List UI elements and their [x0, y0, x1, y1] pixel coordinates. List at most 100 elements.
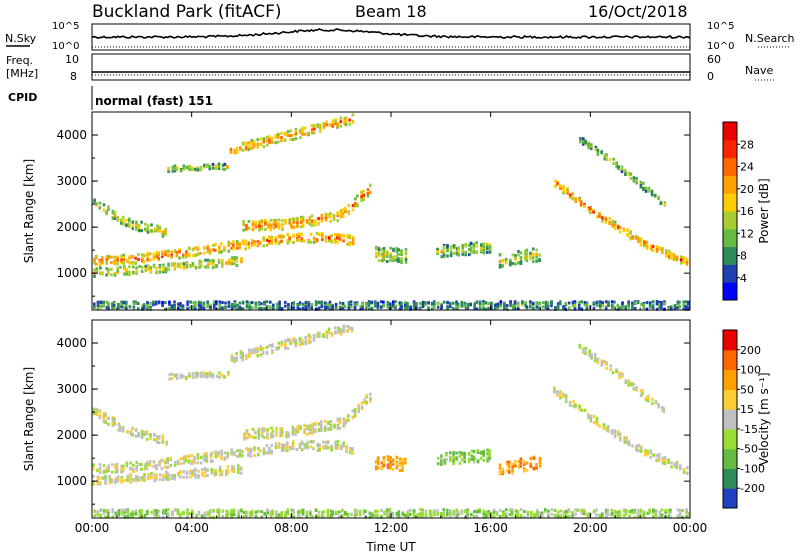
power-cell [615, 163, 618, 166]
power-cell [511, 253, 515, 257]
power-cell [251, 242, 254, 246]
power-cell [568, 195, 572, 199]
velocity-cell [98, 463, 102, 467]
power-cell [303, 239, 306, 243]
velocity-cell [274, 446, 278, 450]
velocity-cell [646, 452, 649, 456]
power-cell [212, 300, 216, 304]
velocity-cell [147, 476, 150, 480]
power-cell [150, 229, 153, 233]
velocity-cell [257, 428, 261, 432]
power-cell [120, 254, 123, 258]
power-cell [532, 307, 535, 311]
velocity-cell [325, 334, 329, 338]
velocity-cell [298, 443, 302, 447]
velocity-cell [251, 435, 255, 439]
power-cell [529, 255, 532, 259]
power-cell [562, 189, 565, 193]
velocity-cell [526, 510, 530, 514]
velocity-cell [676, 508, 680, 512]
velocity-cell [662, 407, 666, 411]
power-cell [217, 167, 221, 170]
velocity-cell [421, 512, 424, 516]
velocity-cell [254, 436, 257, 440]
power-cell [618, 230, 622, 234]
velocity-cell [92, 481, 95, 484]
velocity-cell [495, 512, 499, 516]
power-cell [685, 260, 689, 264]
velocity-cell [131, 515, 135, 519]
power-cell [478, 302, 482, 306]
power-cell [525, 257, 529, 261]
power-cell [233, 149, 237, 152]
velocity-cell [658, 511, 662, 515]
power-y-tick-label: 2000 [56, 220, 87, 234]
velocity-cell [596, 360, 600, 364]
power-cell [421, 300, 425, 304]
power-cell [375, 246, 378, 250]
velocity-cell [472, 450, 476, 454]
power-cell [663, 300, 666, 304]
power-cell [230, 246, 233, 250]
velocity-cell [346, 324, 349, 328]
power-cell [513, 300, 517, 304]
power-cell [244, 146, 248, 150]
power-cell [146, 230, 150, 234]
power-cell [260, 306, 263, 310]
power-cell [161, 230, 165, 234]
power-cell [645, 301, 649, 305]
power-cell [604, 220, 608, 224]
velocity-cell [636, 514, 640, 518]
velocity-cell [610, 512, 614, 516]
power-cell [228, 259, 231, 263]
power-cell [430, 303, 434, 307]
power-cell [529, 305, 532, 309]
power-cell [455, 305, 458, 309]
power-cell [341, 215, 345, 219]
power-cell [684, 300, 688, 304]
power-cell [667, 306, 670, 310]
velocity-cell [342, 423, 346, 426]
velocity-cell [623, 438, 626, 442]
velocity-cell [164, 512, 168, 516]
power-cell [137, 229, 141, 233]
power-cell [128, 261, 131, 265]
velocity-cell [305, 514, 309, 518]
power-cell [113, 217, 117, 220]
power-cell [264, 219, 267, 222]
velocity-cell [241, 351, 244, 355]
power-cell [564, 301, 568, 305]
power-cell [486, 250, 489, 254]
velocity-cell [635, 386, 638, 390]
velocity-cell [318, 444, 321, 448]
power-cell [334, 118, 337, 122]
power-cell [142, 260, 146, 264]
power-cell [125, 268, 128, 272]
power-cell [269, 218, 273, 222]
velocity-cell [153, 476, 157, 480]
power-cell [598, 300, 602, 304]
velocity-cell [185, 470, 189, 474]
velocity-cell [140, 436, 144, 439]
velocity-cell [280, 343, 284, 347]
velocity-cell [266, 436, 269, 440]
velocity-cell [330, 447, 333, 450]
power-cell [128, 255, 131, 259]
velocity-cell [482, 512, 485, 516]
power-cell [635, 177, 638, 181]
power-cell [258, 241, 262, 245]
velocity-cell [184, 376, 188, 380]
power-cell [687, 302, 690, 306]
velocity-cell [593, 359, 597, 363]
velocity-cell [203, 511, 207, 515]
power-cell [317, 307, 321, 311]
velocity-cell [105, 470, 108, 473]
velocity-cell [633, 510, 636, 514]
velocity-cell [153, 473, 157, 477]
velocity-cell [146, 511, 149, 515]
velocity-cell [663, 456, 667, 460]
power-cell [175, 254, 179, 258]
velocity-cell [122, 464, 125, 468]
velocity-cell [567, 509, 571, 513]
velocity-cell [134, 509, 138, 513]
